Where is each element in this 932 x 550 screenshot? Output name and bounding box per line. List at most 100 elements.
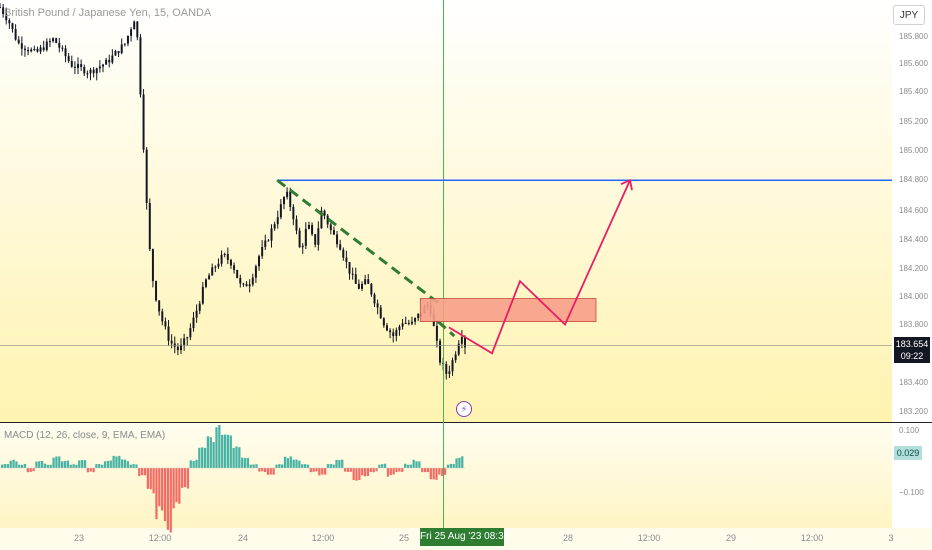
macd-bar xyxy=(275,464,278,468)
candle-body xyxy=(208,275,211,280)
candle-body xyxy=(189,328,192,338)
macd-bar xyxy=(223,434,227,468)
candle-body xyxy=(77,64,80,68)
macd-bar xyxy=(141,468,144,476)
macd-bar xyxy=(389,468,392,475)
candle-body xyxy=(27,49,30,52)
time-axis-tick: 3 xyxy=(888,533,893,543)
macd-bar xyxy=(338,460,341,468)
macd-bar xyxy=(421,468,424,473)
macd-bar xyxy=(103,461,107,468)
candle-body xyxy=(376,303,379,308)
candle-body xyxy=(183,338,186,345)
candle-body xyxy=(155,281,158,301)
candle-body xyxy=(389,330,392,333)
candle-body xyxy=(345,257,348,263)
macd-bar xyxy=(112,455,115,468)
macd-bar xyxy=(109,460,112,468)
candle-body xyxy=(33,48,36,50)
macd-bar xyxy=(306,464,310,468)
candle-body xyxy=(364,279,367,284)
macd-bar xyxy=(21,464,24,468)
macd-bar xyxy=(63,461,67,468)
macd-bar xyxy=(392,468,395,475)
candle-body xyxy=(36,48,39,52)
macd-bar xyxy=(455,458,458,468)
candle-body xyxy=(295,219,298,231)
candle-body xyxy=(311,224,314,235)
macd-bar xyxy=(363,468,367,477)
candle-body xyxy=(2,7,5,15)
macd-bar xyxy=(221,434,224,468)
candle-body xyxy=(195,310,198,318)
main-pane-background xyxy=(0,0,892,422)
macd-bar xyxy=(152,468,155,494)
macd-bar xyxy=(232,447,235,468)
candle-body xyxy=(286,191,289,198)
macd-bar xyxy=(375,468,378,472)
currency-button[interactable]: JPY xyxy=(893,5,925,25)
macd-bar xyxy=(355,468,358,481)
candle-body xyxy=(464,337,466,348)
candle-body xyxy=(23,48,26,50)
candle-body xyxy=(14,29,17,40)
macd-bar xyxy=(198,447,201,468)
macd-bar xyxy=(378,464,381,468)
macd-bar xyxy=(249,464,252,468)
macd-bar xyxy=(41,460,44,468)
candle-body xyxy=(192,317,195,329)
candle-body xyxy=(105,59,108,65)
candle-body xyxy=(245,283,248,287)
macd-bar xyxy=(172,468,175,509)
macd-bar xyxy=(189,460,192,468)
candle-body xyxy=(289,191,292,207)
candle-body xyxy=(198,303,201,311)
macd-bar xyxy=(446,464,450,468)
macd-bar xyxy=(52,457,55,468)
price-axis-background xyxy=(892,0,932,528)
macd-bar xyxy=(315,468,318,472)
price-axis-tick: 183.400 xyxy=(899,378,928,387)
macd-bar xyxy=(169,468,172,533)
candle-body xyxy=(58,42,61,48)
candle-body xyxy=(151,249,154,282)
candle-body xyxy=(148,202,151,250)
candle-body xyxy=(229,259,232,266)
candle-body xyxy=(379,307,382,319)
macd-bar xyxy=(43,463,47,468)
candle-body xyxy=(0,7,1,9)
macd-bar xyxy=(209,437,212,468)
macd-bar xyxy=(263,468,267,472)
macd-bar xyxy=(423,468,427,473)
macd-bar xyxy=(261,468,264,472)
candle-body xyxy=(373,294,376,304)
macd-bar xyxy=(258,468,261,472)
candle-body xyxy=(48,41,51,43)
candle-body xyxy=(164,321,167,327)
candle-body xyxy=(117,51,120,54)
candle-body xyxy=(101,64,104,67)
candle-body xyxy=(304,228,307,246)
candle-body xyxy=(407,322,410,324)
macd-bar xyxy=(106,460,110,468)
price-axis-tick: 184.800 xyxy=(899,175,928,184)
candle-body xyxy=(8,20,11,24)
macd-bar xyxy=(286,458,290,468)
candle-body xyxy=(5,14,8,21)
time-axis-tick: 23 xyxy=(74,533,84,543)
macd-bar xyxy=(215,427,218,468)
candle-body xyxy=(98,66,101,69)
macd-bar xyxy=(289,456,292,468)
price-axis-tick: 185.800 xyxy=(899,32,928,41)
lightning-icon[interactable]: ⚡ xyxy=(456,401,472,417)
candle-body xyxy=(460,337,463,344)
macd-bar xyxy=(429,468,432,480)
candle-body xyxy=(448,371,451,374)
projection-path xyxy=(448,179,631,355)
candle-body xyxy=(52,38,55,42)
candle-body xyxy=(404,322,407,324)
macd-bar xyxy=(301,464,304,468)
macd-bar xyxy=(121,459,124,468)
macd-bar xyxy=(81,460,84,468)
